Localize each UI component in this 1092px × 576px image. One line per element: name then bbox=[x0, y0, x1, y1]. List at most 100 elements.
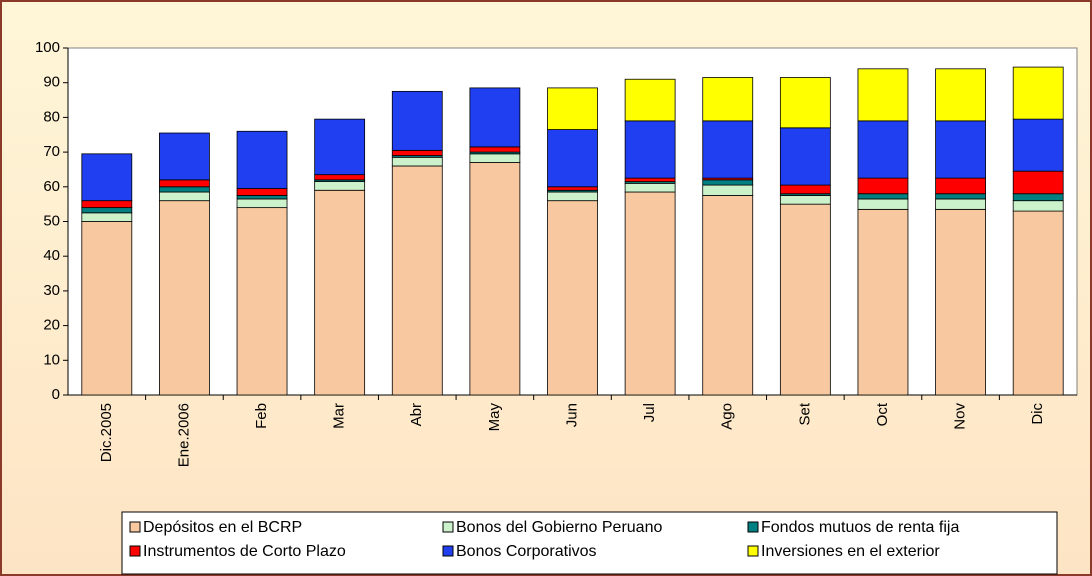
bar-segment bbox=[702, 77, 754, 122]
bar-segment bbox=[1012, 210, 1064, 396]
bar-segment bbox=[624, 78, 676, 122]
bar-segment bbox=[236, 195, 288, 200]
bar-segment bbox=[81, 153, 133, 202]
bar-segment bbox=[1012, 170, 1064, 195]
bar-segment bbox=[159, 132, 210, 181]
bar-segment bbox=[391, 165, 443, 396]
bar-segment bbox=[857, 68, 909, 122]
bar-segment bbox=[935, 198, 986, 210]
y-tick-label: 10 bbox=[43, 351, 60, 368]
x-tick-label: Ago bbox=[719, 403, 736, 430]
bar-segment bbox=[391, 90, 443, 151]
y-tick-label: 100 bbox=[35, 39, 60, 56]
bar-segment bbox=[81, 212, 133, 222]
bar-segment bbox=[314, 189, 366, 396]
y-tick-label: 70 bbox=[43, 143, 60, 160]
bar-segment bbox=[159, 200, 210, 396]
legend-swatch bbox=[747, 545, 759, 557]
bar-segment bbox=[314, 118, 366, 176]
bar-segment bbox=[391, 156, 443, 167]
y-tick-label: 0 bbox=[52, 386, 60, 403]
bar-segment bbox=[702, 120, 754, 179]
legend-label: Bonos del Gobierno Peruano bbox=[456, 519, 662, 536]
bar-segment bbox=[857, 198, 909, 210]
bar-segment bbox=[624, 182, 676, 193]
legend-swatch bbox=[129, 521, 141, 533]
bar-segment bbox=[236, 188, 288, 196]
bar-segment bbox=[236, 198, 288, 209]
x-tick-label: Abr bbox=[408, 403, 425, 426]
x-tick-label: Oct bbox=[874, 402, 891, 426]
bar-segment bbox=[1012, 118, 1064, 172]
x-tick-label: Jun bbox=[563, 403, 580, 427]
bar-segment bbox=[391, 149, 443, 156]
y-tick-label: 30 bbox=[43, 282, 60, 299]
x-tick-label: Jul bbox=[641, 403, 658, 422]
bar-segment bbox=[935, 68, 986, 122]
bar-segment bbox=[624, 191, 676, 396]
legend-swatch bbox=[442, 545, 454, 557]
bar-segment bbox=[1012, 66, 1064, 120]
bar-segment bbox=[935, 193, 986, 200]
bar-segment bbox=[159, 179, 210, 188]
bar-segment bbox=[314, 181, 366, 191]
y-tick-label: 80 bbox=[43, 108, 60, 125]
bar-segment bbox=[81, 221, 133, 396]
bar-segment bbox=[159, 186, 210, 193]
legend bbox=[121, 511, 1058, 575]
x-tick-label: Set bbox=[796, 402, 813, 425]
x-tick-label: Ene.2006 bbox=[175, 403, 192, 467]
x-tick-label: Dic.2005 bbox=[98, 403, 115, 462]
y-tick-label: 50 bbox=[43, 212, 60, 229]
legend-swatch bbox=[747, 521, 759, 533]
x-tick-label: Feb bbox=[253, 403, 270, 429]
bar-segment bbox=[857, 208, 909, 396]
y-tick-label: 40 bbox=[43, 247, 60, 264]
bar-segment bbox=[935, 120, 986, 179]
bar-segment bbox=[469, 162, 521, 396]
bar-segment bbox=[624, 120, 676, 179]
x-tick-label: Nov bbox=[952, 403, 969, 430]
y-tick-label: 60 bbox=[43, 178, 60, 195]
bar-segment bbox=[469, 146, 521, 153]
y-tick-label: 20 bbox=[43, 317, 60, 334]
bar-segment bbox=[857, 120, 909, 179]
bar-segment bbox=[547, 191, 598, 202]
x-tick-label: Mar bbox=[331, 403, 348, 429]
bar-segment bbox=[779, 203, 831, 396]
bar-segment bbox=[935, 177, 986, 195]
bar-segment bbox=[624, 177, 676, 182]
bar-segment bbox=[779, 127, 831, 186]
bar-segment bbox=[236, 207, 288, 396]
bar-segment bbox=[935, 208, 986, 396]
bar-segment bbox=[857, 193, 909, 200]
x-tick-label: May bbox=[486, 403, 503, 432]
legend-label: Fondos mutuos de renta fija bbox=[761, 519, 959, 536]
legend-label: Bonos Corporativos bbox=[456, 543, 597, 560]
bar-segment bbox=[81, 207, 133, 214]
bar-segment bbox=[81, 200, 133, 209]
bar-segment bbox=[702, 179, 754, 186]
bar-segment bbox=[1012, 193, 1064, 202]
legend-label: Inversiones en el exterior bbox=[761, 543, 940, 560]
bar-segment bbox=[547, 87, 598, 130]
legend-swatch bbox=[442, 521, 454, 533]
x-tick-label: Dic bbox=[1029, 403, 1046, 425]
bar-segment bbox=[779, 77, 831, 129]
y-tick-label: 90 bbox=[43, 74, 60, 91]
bar-segment bbox=[159, 191, 210, 202]
bar-segment bbox=[702, 195, 754, 396]
legend-swatch bbox=[129, 545, 141, 557]
bar-segment bbox=[1012, 200, 1064, 212]
bar-segment bbox=[236, 130, 288, 189]
bar-segment bbox=[779, 195, 831, 205]
bar-segment bbox=[547, 129, 598, 188]
bar-segment bbox=[469, 153, 521, 163]
bar-segment bbox=[469, 87, 521, 148]
bar-segment bbox=[702, 184, 754, 196]
legend-label: Instrumentos de Corto Plazo bbox=[143, 543, 346, 560]
bar-segment bbox=[314, 174, 366, 181]
bar-segment bbox=[547, 200, 598, 396]
bar-segment bbox=[779, 184, 831, 195]
